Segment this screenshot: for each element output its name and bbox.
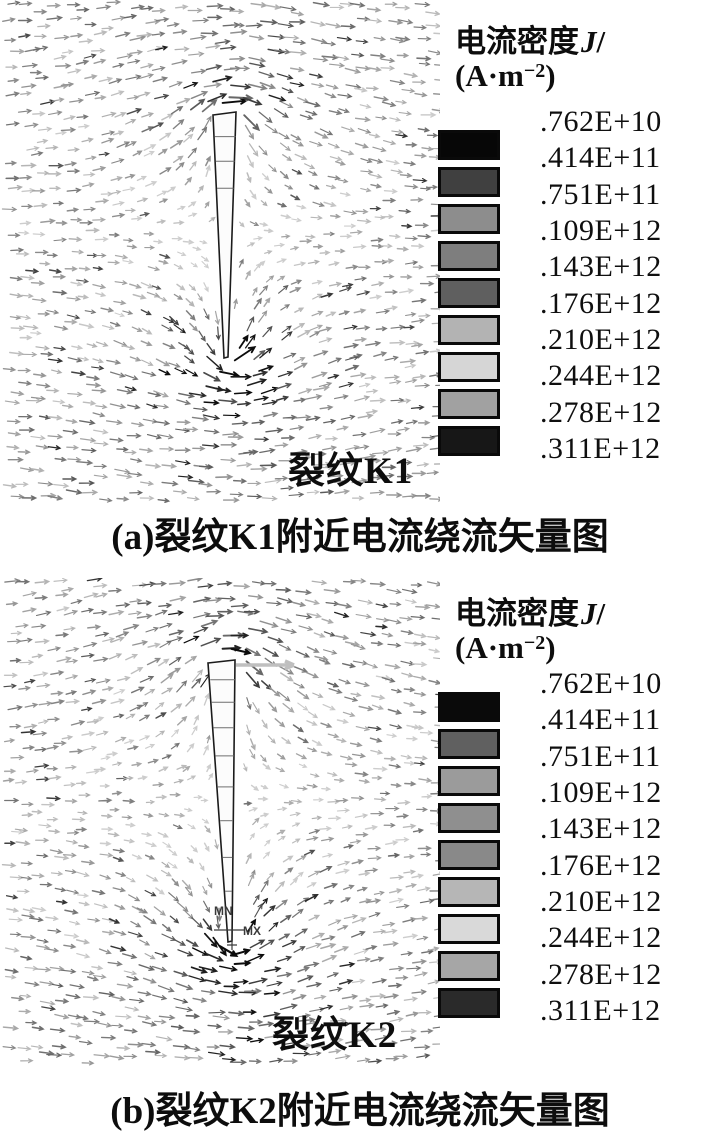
legend-value: .414E+11	[540, 141, 661, 175]
legend-value: .210E+12	[540, 322, 662, 356]
legend-values: .762E+10.414E+11.751E+11.109E+12.143E+12…	[540, 104, 662, 467]
legend-value: .210E+12	[540, 884, 662, 918]
crack-k1-label: 裂纹K1	[288, 451, 414, 492]
caption-a: (a)裂纹K1附近电流绕流矢量图	[111, 517, 609, 558]
legend-value: .143E+12	[540, 250, 662, 284]
panel-a-vector-plot: 裂纹K1 电流密度J/ (A·m−2) .762E+10.414E+11.751…	[0, 0, 720, 514]
legend-swatch	[438, 766, 500, 796]
legend-title: 电流密度J/	[455, 596, 606, 631]
legend-swatch	[438, 951, 500, 981]
legend-swatch	[438, 389, 500, 419]
legend-value: .143E+12	[540, 812, 662, 846]
legend-value: .762E+10	[540, 105, 662, 139]
panel-b-vector-plot: 裂纹K2 电流密度J/ (A·m−2) .762E+10.414E+11.751…	[0, 578, 720, 1088]
legend-value: .762E+10	[540, 667, 662, 701]
legend-swatch	[438, 315, 500, 345]
legend-value: .244E+12	[540, 359, 662, 393]
legend-swatch	[438, 130, 500, 160]
legend-value: .278E+12	[540, 395, 662, 429]
legend-value: .751E+11	[540, 177, 661, 211]
legend-value: .244E+12	[540, 921, 662, 955]
legend-swatch	[438, 803, 500, 833]
legend-unit: (A·m−2)	[455, 58, 556, 93]
annotation-mx: MX	[243, 924, 261, 938]
legend-unit: (A·m−2)	[455, 630, 556, 665]
legend-value: .311E+12	[540, 431, 661, 465]
legend-value: .311E+12	[540, 993, 661, 1027]
legend-swatches	[438, 692, 500, 1018]
caption-b: (b)裂纹K2附近电流绕流矢量图	[110, 1091, 610, 1132]
legend-values: .762E+10.414E+11.751E+11.109E+12.143E+12…	[540, 666, 662, 1029]
legend-value: .414E+11	[540, 703, 661, 737]
legend-swatch	[438, 729, 500, 759]
legend-swatch	[438, 988, 500, 1018]
legend-swatch	[438, 426, 500, 456]
legend-value: .109E+12	[540, 214, 662, 248]
legend-value: .176E+12	[540, 848, 662, 882]
legend-value: .278E+12	[540, 957, 662, 991]
vector-field-k2	[1, 578, 440, 1066]
legend-swatch	[438, 278, 500, 308]
legend-swatch	[438, 352, 500, 382]
annotation-mn: MN	[214, 904, 233, 918]
legend-swatch	[438, 692, 500, 722]
vector-field-k1	[1, 0, 440, 503]
legend-swatches	[438, 130, 500, 456]
legend-title: 电流密度J/	[455, 24, 606, 59]
legend-swatch	[438, 877, 500, 907]
legend-swatch	[438, 914, 500, 944]
legend-swatch	[438, 840, 500, 870]
legend-value: .109E+12	[540, 776, 662, 810]
legend-swatch	[438, 204, 500, 234]
legend-swatch	[438, 167, 500, 197]
legend-value: .751E+11	[540, 739, 661, 773]
legend-swatch	[438, 241, 500, 271]
crack-k2-label: 裂纹K2	[272, 1015, 398, 1056]
legend-value: .176E+12	[540, 286, 662, 320]
